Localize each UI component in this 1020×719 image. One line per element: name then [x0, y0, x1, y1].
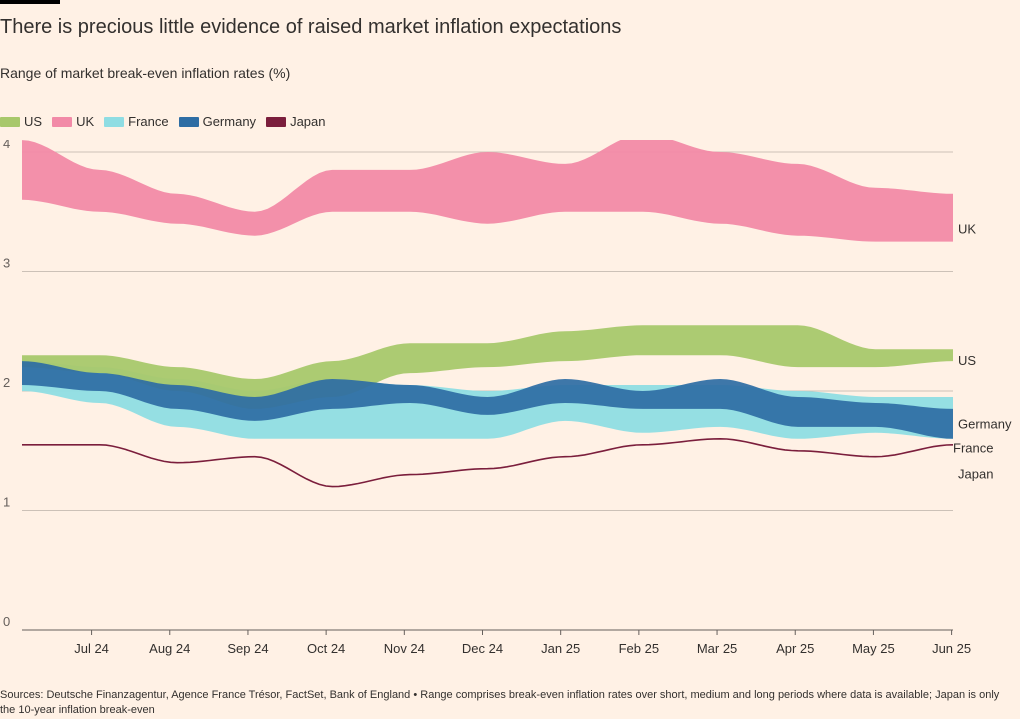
legend-swatch-us [0, 116, 20, 127]
legend-item-france: France [104, 114, 169, 129]
x-tick-label: Sep 24 [227, 641, 268, 656]
legend-label-france: France [128, 114, 169, 129]
legend-label-japan: Japan [290, 114, 326, 129]
legend-item-us: US [0, 114, 42, 129]
legend-swatch-germany [178, 116, 199, 127]
x-tick-label: Mar 25 [697, 641, 737, 656]
chart-subtitle: Range of market break-even inflation rat… [0, 65, 291, 81]
chart-plot: 0 1 2 3 4 Jul 24 Aug 24 Sep 24 Oct 24 Nov 24 Dec 2… [3, 140, 1012, 656]
area-uk [22, 140, 953, 242]
x-tick-label: Oct 24 [307, 641, 345, 656]
chart-title: There is precious little evidence of rai… [0, 16, 622, 38]
legend-swatch-uk [52, 116, 73, 127]
y-tick-label: 4 [3, 140, 10, 151]
y-tick-label: 2 [3, 375, 10, 390]
y-tick-label: 0 [3, 614, 10, 629]
x-tick-label: Jun 25 [932, 641, 971, 656]
x-tick-label: Nov 24 [384, 641, 425, 656]
legend-swatch-japan [266, 116, 287, 127]
legend-label-uk: UK [76, 114, 95, 129]
legend-label-germany: Germany [202, 114, 257, 129]
line-japan [22, 437, 954, 488]
brand-bar [0, 0, 60, 4]
x-tick-label: Jul 24 [74, 641, 109, 656]
end-label-uk: UK [958, 222, 976, 237]
y-tick-label: 1 [3, 495, 10, 510]
x-tick-label: Apr 25 [776, 641, 814, 656]
area-us [22, 325, 953, 409]
legend: US UK France Germany Japan [0, 114, 325, 129]
y-tick-label: 3 [3, 256, 10, 271]
end-label-france: France [953, 440, 993, 455]
area-germany [22, 361, 953, 439]
end-label-japan: Japan [958, 467, 993, 482]
source-note: Sources: Deutsche Finanzagentur, Agence … [0, 689, 1000, 716]
end-label-us: US [958, 353, 976, 368]
legend-item-uk: UK [52, 114, 94, 129]
end-label-germany: Germany [958, 416, 1012, 431]
legend-item-japan: Japan [266, 114, 325, 129]
x-tick-label: Jan 25 [541, 641, 580, 656]
legend-item-germany: Germany [178, 114, 257, 129]
legend-swatch-france [104, 116, 125, 127]
x-tick-label: Feb 25 [619, 641, 659, 656]
x-tick-label: Dec 24 [462, 641, 503, 656]
x-tick-label: May 25 [852, 641, 895, 656]
legend-label-us: US [24, 114, 43, 129]
x-tick-label: Aug 24 [149, 641, 190, 656]
